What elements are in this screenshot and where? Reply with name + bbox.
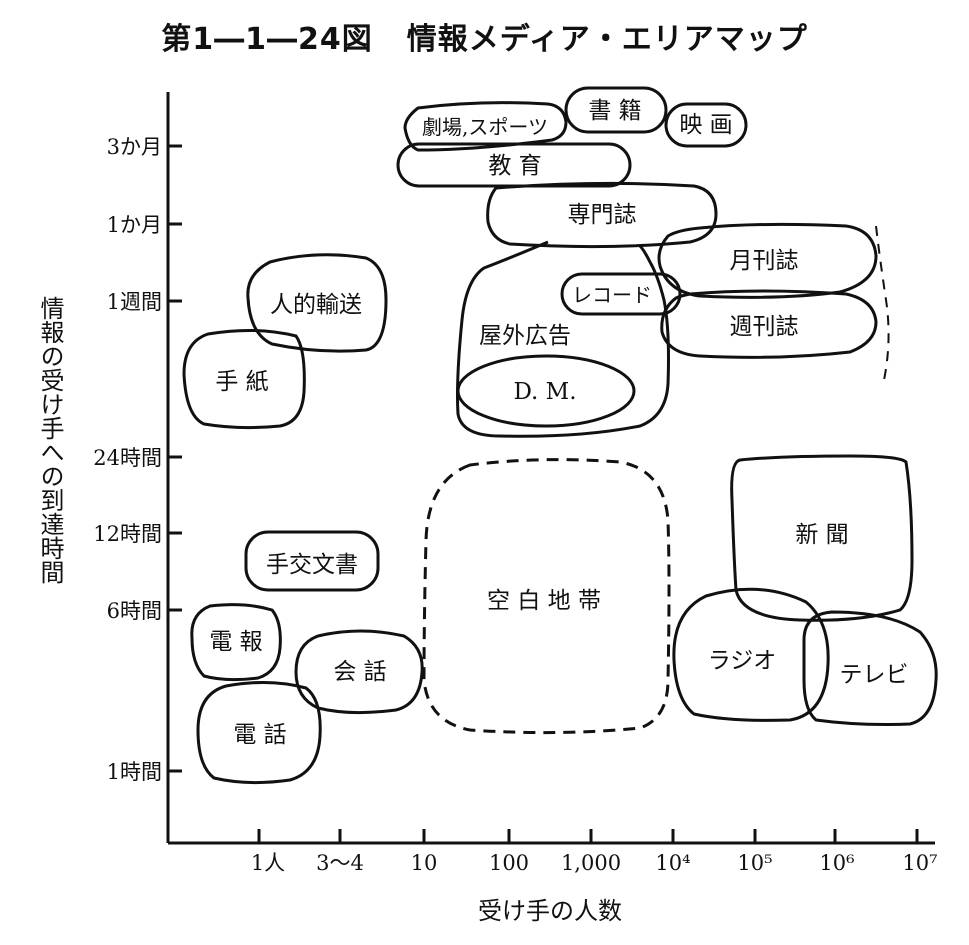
region-record bbox=[560, 272, 682, 316]
figure-title-text: 情報メディア・エリアマップ bbox=[406, 22, 808, 57]
label-telegram: 電 報 bbox=[209, 629, 262, 655]
region-dm bbox=[456, 354, 636, 428]
label-handed-documents: 手交文書 bbox=[266, 552, 358, 578]
region-telephone bbox=[196, 680, 322, 785]
region-handed-documents bbox=[244, 530, 380, 592]
region-monthly bbox=[657, 222, 878, 299]
label-journals: 専門誌 bbox=[568, 202, 637, 228]
region-telegram bbox=[190, 603, 282, 682]
label-letter: 手 紙 bbox=[215, 369, 268, 395]
label-radio: ラジオ bbox=[708, 648, 777, 674]
label-record: レコード bbox=[572, 283, 652, 307]
y-axis-label: 情報の受け手への到達時間 bbox=[36, 296, 64, 584]
region-movies bbox=[664, 102, 748, 148]
y-tick-6hours: 6時間 bbox=[107, 599, 162, 623]
label-books: 書 籍 bbox=[588, 98, 641, 124]
x-tick-3to4: 3〜4 bbox=[316, 851, 364, 875]
y-tick-3months: 3か月 bbox=[107, 135, 162, 159]
region-television bbox=[802, 610, 938, 726]
x-axis-label: 受け手の人数 bbox=[478, 897, 622, 925]
y-tick-1month: 1か月 bbox=[107, 213, 162, 237]
figure-number: 第1―1―24図 bbox=[161, 22, 373, 57]
label-telephone: 電 話 bbox=[233, 722, 286, 748]
region-books bbox=[564, 86, 668, 134]
region-personal-transport bbox=[246, 253, 388, 353]
label-conversation: 会 話 bbox=[333, 659, 386, 685]
x-axis-ticks bbox=[257, 829, 919, 843]
y-tick-24hours: 24時間 bbox=[93, 446, 162, 470]
region-journals bbox=[486, 181, 718, 249]
x-tick-1person: 1人 bbox=[251, 851, 285, 875]
label-monthly: 月刊誌 bbox=[730, 248, 799, 274]
figure-title: 第1―1―24図 情報メディア・エリアマップ bbox=[0, 14, 969, 58]
label-outdoor-ads: 屋外広告 bbox=[479, 323, 571, 349]
label-blank-zone: 空 白 地 帯 bbox=[487, 588, 601, 614]
label-education: 教 育 bbox=[488, 153, 541, 179]
region-letter bbox=[182, 328, 306, 430]
x-tick-1000: 1,000 bbox=[561, 851, 621, 875]
label-movies: 映 画 bbox=[679, 112, 732, 138]
region-newspaper bbox=[730, 454, 914, 622]
y-axis-ticks bbox=[168, 144, 182, 773]
x-tick-1e6: 10⁶ bbox=[819, 851, 854, 875]
region-blank-zone bbox=[422, 458, 671, 735]
x-tick-1e5: 10⁵ bbox=[737, 851, 772, 875]
region-theater-sports bbox=[403, 101, 568, 152]
x-tick-1e4: 10⁴ bbox=[655, 851, 690, 875]
y-tick-1hour: 1時間 bbox=[107, 760, 162, 784]
label-newspaper: 新 聞 bbox=[795, 522, 848, 548]
x-tick-10: 10 bbox=[411, 851, 438, 875]
right-edge-trace bbox=[875, 225, 890, 381]
label-theater-sports: 劇場,スポーツ bbox=[422, 115, 548, 139]
y-tick-1week: 1週間 bbox=[107, 290, 162, 314]
x-tick-100: 100 bbox=[489, 851, 529, 875]
label-television: テレビ bbox=[840, 662, 909, 688]
x-tick-1e7: 10⁷ bbox=[902, 851, 937, 875]
label-weekly: 週刊誌 bbox=[730, 314, 799, 340]
region-outdoor-ads bbox=[456, 240, 670, 438]
label-personal-transport: 人的輸送 bbox=[270, 292, 362, 318]
region-radio bbox=[672, 587, 830, 722]
label-dm: D. M. bbox=[513, 379, 576, 405]
y-tick-12hours: 12時間 bbox=[93, 522, 162, 546]
